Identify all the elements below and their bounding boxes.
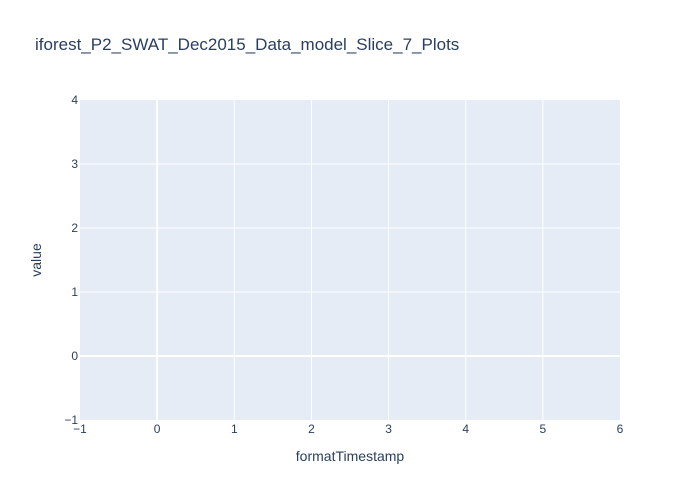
x-tick-label: 2 <box>308 422 315 436</box>
y-tick-label: 2 <box>71 221 78 235</box>
y-tick-label: −1 <box>64 413 78 427</box>
x-tick-label: 0 <box>154 422 161 436</box>
x-tick-label: 1 <box>231 422 238 436</box>
y-axis-ticks: −1 0 1 2 3 4 <box>64 93 78 427</box>
x-tick-label: 5 <box>540 422 547 436</box>
y-tick-label: 1 <box>71 285 78 299</box>
x-axis-title: formatTimestamp <box>296 448 405 464</box>
x-axis-ticks: −1 0 1 2 3 4 5 6 <box>73 422 624 436</box>
grid-lines <box>80 100 620 420</box>
y-tick-label: 0 <box>71 349 78 363</box>
plot-area[interactable] <box>80 100 620 420</box>
x-tick-label: −1 <box>73 422 87 436</box>
y-axis-title: value <box>28 243 44 277</box>
x-tick-label: 4 <box>462 422 469 436</box>
y-tick-label: 3 <box>71 157 78 171</box>
chart-title: iforest_P2_SWAT_Dec2015_Data_model_Slice… <box>35 35 459 54</box>
x-tick-label: 6 <box>617 422 624 436</box>
x-tick-label: 3 <box>385 422 392 436</box>
y-tick-label: 4 <box>71 93 78 107</box>
